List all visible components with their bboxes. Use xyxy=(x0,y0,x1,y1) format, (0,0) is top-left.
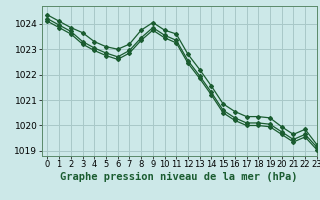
X-axis label: Graphe pression niveau de la mer (hPa): Graphe pression niveau de la mer (hPa) xyxy=(60,172,298,182)
